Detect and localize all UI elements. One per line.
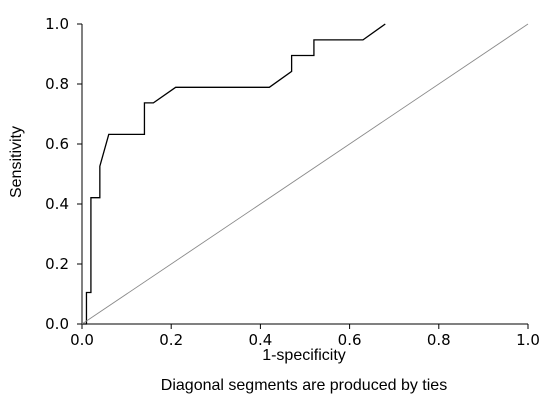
y-tick-label: 0.2: [45, 255, 69, 273]
y-axis-title: Sensitivity: [8, 126, 25, 198]
roc-curve-line: [82, 23, 386, 325]
x-tick-label: 0.6: [338, 331, 362, 349]
x-tick-label: 0.2: [159, 331, 183, 349]
plot-area: [81, 23, 529, 325]
axes: 0.0 0.2 0.4 0.6 0.8 1.0 0.0 0.2 0.4 0.6 0.8 1.0: [45, 15, 540, 349]
y-tick-label: 1.0: [45, 15, 69, 33]
y-tick-label: 0.6: [45, 135, 69, 153]
y-tick-label: 0.8: [45, 75, 69, 93]
reference-diagonal-line: [81, 23, 529, 325]
y-tick-label: 0.0: [45, 315, 69, 333]
footnote: Diagonal segments are produced by ties: [161, 377, 447, 394]
x-tick-label: 0.0: [70, 331, 94, 349]
x-axis-title: 1-specificity: [262, 347, 346, 364]
x-tick-label: 0.4: [248, 331, 272, 349]
y-tick-label: 0.4: [45, 195, 69, 213]
x-tick-label: 0.8: [427, 331, 451, 349]
x-tick-label: 1.0: [516, 331, 540, 349]
